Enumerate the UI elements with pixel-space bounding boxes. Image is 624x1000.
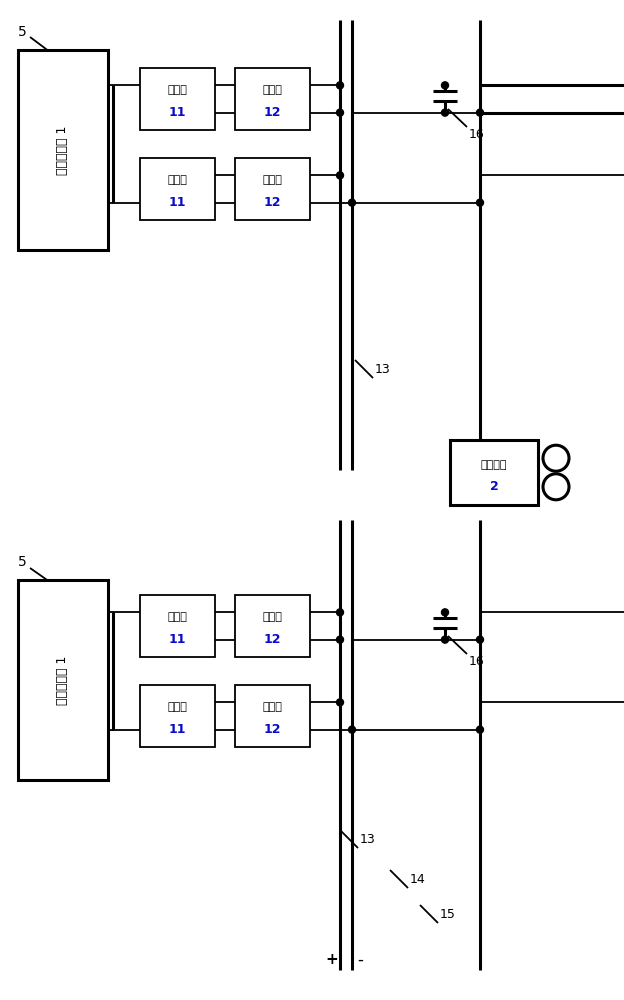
Text: 2: 2 xyxy=(490,480,499,493)
Circle shape xyxy=(442,109,449,116)
Text: 变压器: 变压器 xyxy=(168,702,187,712)
FancyBboxPatch shape xyxy=(18,50,108,250)
Circle shape xyxy=(336,109,343,116)
Circle shape xyxy=(336,609,343,616)
Text: 12: 12 xyxy=(264,196,281,209)
Text: 5: 5 xyxy=(18,25,27,39)
Circle shape xyxy=(477,199,484,206)
Circle shape xyxy=(442,609,449,616)
Text: 整流器: 整流器 xyxy=(263,175,283,185)
Text: 12: 12 xyxy=(264,723,281,736)
Text: 变压器: 变压器 xyxy=(168,175,187,185)
Text: 16: 16 xyxy=(469,128,485,141)
Text: 11: 11 xyxy=(168,633,186,646)
Circle shape xyxy=(442,82,449,89)
Text: 12: 12 xyxy=(264,633,281,646)
Circle shape xyxy=(477,109,484,116)
Text: 5: 5 xyxy=(18,555,27,569)
Text: 16: 16 xyxy=(469,655,485,668)
Circle shape xyxy=(336,636,343,643)
Text: 变压器: 变压器 xyxy=(168,85,187,95)
Text: 牵引变电站 1: 牵引变电站 1 xyxy=(57,125,69,175)
Text: 整流器: 整流器 xyxy=(263,702,283,712)
Text: 12: 12 xyxy=(264,106,281,119)
Text: 电力机车: 电力机车 xyxy=(480,460,507,470)
Text: 变压器: 变压器 xyxy=(168,612,187,622)
FancyBboxPatch shape xyxy=(140,685,215,747)
Text: 14: 14 xyxy=(410,873,426,886)
FancyBboxPatch shape xyxy=(140,68,215,130)
Text: 整流器: 整流器 xyxy=(263,85,283,95)
Text: 13: 13 xyxy=(375,363,391,376)
Text: 牵引变电站 1: 牵引变电站 1 xyxy=(57,655,69,705)
Text: -: - xyxy=(357,951,363,969)
Circle shape xyxy=(348,199,356,206)
Text: 11: 11 xyxy=(168,106,186,119)
FancyBboxPatch shape xyxy=(140,158,215,220)
Text: 15: 15 xyxy=(440,908,456,921)
Circle shape xyxy=(336,172,343,179)
Text: 整流器: 整流器 xyxy=(263,612,283,622)
FancyBboxPatch shape xyxy=(450,440,538,505)
Text: 11: 11 xyxy=(168,723,186,736)
Circle shape xyxy=(477,636,484,643)
Circle shape xyxy=(477,726,484,733)
FancyBboxPatch shape xyxy=(18,580,108,780)
Circle shape xyxy=(336,699,343,706)
Circle shape xyxy=(336,82,343,89)
FancyBboxPatch shape xyxy=(140,595,215,657)
FancyBboxPatch shape xyxy=(235,158,310,220)
Circle shape xyxy=(442,636,449,643)
FancyBboxPatch shape xyxy=(235,595,310,657)
Circle shape xyxy=(348,726,356,733)
FancyBboxPatch shape xyxy=(235,685,310,747)
Text: +: + xyxy=(326,952,338,968)
FancyBboxPatch shape xyxy=(235,68,310,130)
Text: 13: 13 xyxy=(360,833,376,846)
Text: 11: 11 xyxy=(168,196,186,209)
